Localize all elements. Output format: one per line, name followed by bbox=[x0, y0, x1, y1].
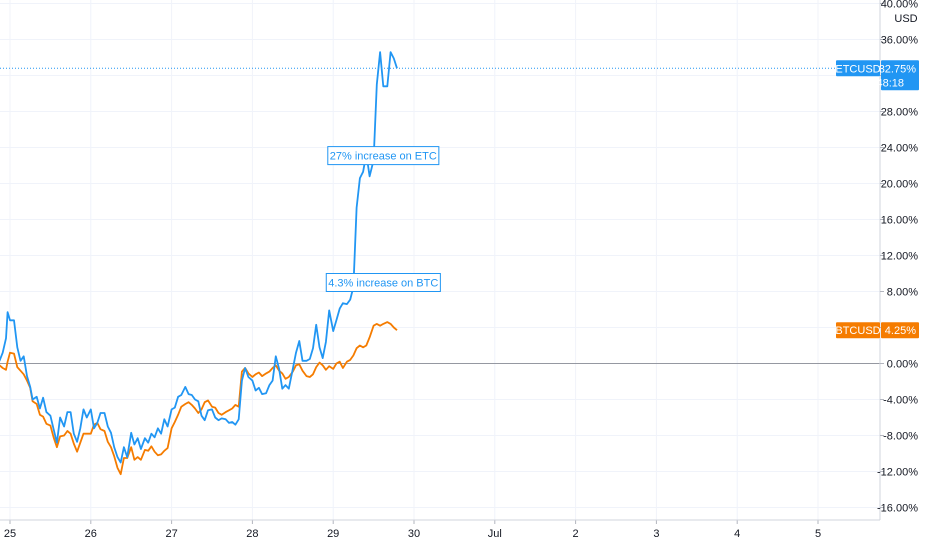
x-tick-label: 25 bbox=[4, 528, 16, 540]
annotation-text: 4.3% increase on BTC bbox=[328, 278, 438, 290]
series-line-etcusd bbox=[0, 51, 398, 464]
annotation-2[interactable]: 4.3% increase on BTC bbox=[325, 273, 441, 292]
x-axis[interactable]: 25 26 27 28 29 30 Jul 2 3 4 5 bbox=[0, 519, 880, 540]
y-tick-label: 40.00% bbox=[881, 0, 919, 11]
btcusd-name-box bbox=[836, 322, 880, 339]
y-tick-label: 36.00% bbox=[881, 35, 919, 47]
x-tick-label: 26 bbox=[85, 528, 97, 540]
annotations[interactable]: 27% increase on ETC 4.3% increase on BTC bbox=[325, 146, 441, 292]
series-line-btcusd bbox=[0, 321, 398, 476]
x-tick-label: Jul bbox=[488, 528, 502, 540]
y-tick-label: 12.00% bbox=[881, 251, 919, 263]
etcusd-countdown-label: 48:18 bbox=[876, 77, 904, 89]
x-tick-label: 30 bbox=[408, 528, 420, 540]
y-tick-label: -16.00% bbox=[877, 503, 918, 515]
etcusd-name-label: ETCUSD bbox=[835, 63, 880, 75]
x-tick-label: 29 bbox=[327, 528, 339, 540]
annotation-box bbox=[327, 146, 440, 166]
y-tick-label: -12.00% bbox=[877, 467, 918, 479]
x-tick-label: 27 bbox=[165, 528, 177, 540]
btcusd-value-box bbox=[881, 322, 919, 339]
currency-label[interactable]: USD bbox=[894, 13, 917, 25]
etcusd-value-label: 32.75% bbox=[879, 63, 917, 75]
y-tick-label: -4.00% bbox=[883, 395, 918, 407]
x-tick-label: 28 bbox=[246, 528, 258, 540]
y-tick-label: 16.00% bbox=[881, 215, 919, 227]
btcusd-name-label: BTCUSD bbox=[835, 325, 880, 337]
annotation-box bbox=[325, 273, 441, 292]
grid bbox=[0, 0, 880, 520]
y-tick-label: 0.00% bbox=[887, 359, 918, 371]
series bbox=[0, 51, 398, 476]
annotation-1[interactable]: 27% increase on ETC bbox=[327, 146, 440, 166]
x-tick-label: 2 bbox=[573, 528, 579, 540]
x-tick-label: 4 bbox=[734, 528, 740, 540]
annotation-text: 27% increase on ETC bbox=[330, 151, 437, 163]
y-tick-label: -8.00% bbox=[883, 431, 918, 443]
y-tick-label: 28.00% bbox=[881, 107, 919, 119]
etcusd-name-box bbox=[836, 60, 880, 77]
y-tick-label: 20.00% bbox=[881, 179, 919, 191]
y-tick-label: 8.00% bbox=[887, 287, 918, 299]
x-tick-label: 3 bbox=[653, 528, 659, 540]
etcusd-value-box bbox=[881, 60, 919, 91]
x-tick-label: 5 bbox=[815, 528, 821, 540]
btcusd-value-label: 4.25% bbox=[885, 325, 916, 337]
y-tick-label: 24.00% bbox=[881, 143, 919, 155]
